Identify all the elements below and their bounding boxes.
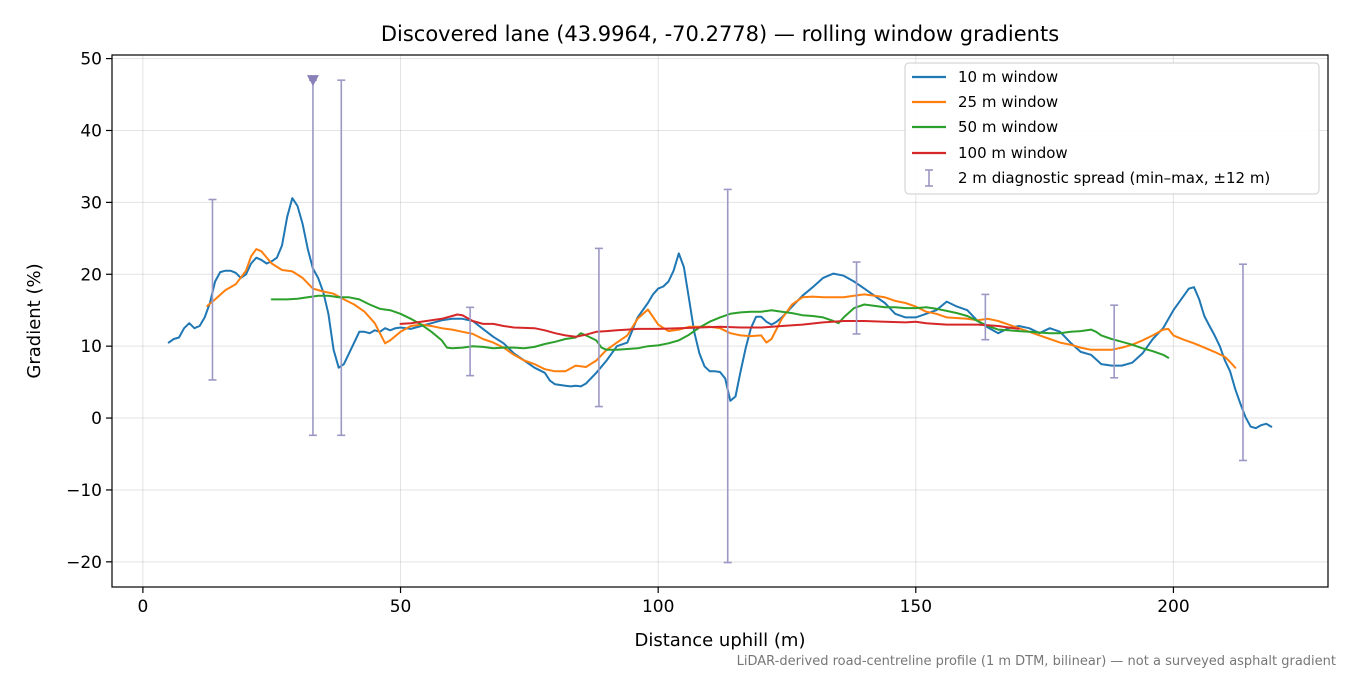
series-line-2 xyxy=(206,248,1237,373)
legend-box xyxy=(904,62,1320,195)
y-axis-title: Gradient (%) xyxy=(24,263,45,378)
plot-frame xyxy=(111,54,1329,588)
series-line-4 xyxy=(399,313,1020,338)
y-tick-label: 0 xyxy=(91,409,102,429)
x-tick-label: 150 xyxy=(900,597,932,617)
y-axis-ticks: −20 −10 0 10 20 30 40 50 xyxy=(66,50,112,573)
series-layer xyxy=(167,197,1273,430)
x-tick-label: 100 xyxy=(642,597,674,617)
y-tick-label: −20 xyxy=(66,553,102,573)
legend-label-4: 100 m window xyxy=(958,144,1068,162)
series-line-3 xyxy=(270,294,1170,359)
series-line-1 xyxy=(167,197,1273,430)
grid xyxy=(112,55,1328,587)
x-axis-ticks: 0 50 100 150 200 xyxy=(138,587,1190,617)
y-tick-label: 40 xyxy=(80,121,102,141)
chart-title: Discovered lane (43.9964, -70.2778) — ro… xyxy=(381,22,1059,46)
legend: 10 m window 25 m window 50 m window 100 m w… xyxy=(904,62,1320,195)
y-tick-label: 50 xyxy=(80,50,102,70)
y-tick-label: 30 xyxy=(80,193,102,213)
diagnostic-spread-layer xyxy=(208,75,1247,564)
y-tick-label: 20 xyxy=(80,265,102,285)
legend-label-spread: 2 m diagnostic spread (min–max, ±12 m) xyxy=(958,169,1270,187)
y-tick-label: 10 xyxy=(80,337,102,357)
legend-label-2: 25 m window xyxy=(958,93,1058,111)
y-tick-label: −10 xyxy=(66,481,102,501)
footnote: LiDAR-derived road-centreline profile (1… xyxy=(737,654,1336,669)
spread-clip-marker xyxy=(306,75,319,87)
legend-label-3: 50 m window xyxy=(958,118,1058,136)
x-axis-title: Distance uphill (m) xyxy=(635,630,806,651)
x-tick-label: 50 xyxy=(390,597,412,617)
x-tick-label: 200 xyxy=(1157,597,1189,617)
legend-label-1: 10 m window xyxy=(958,68,1058,86)
x-tick-label: 0 xyxy=(138,597,149,617)
